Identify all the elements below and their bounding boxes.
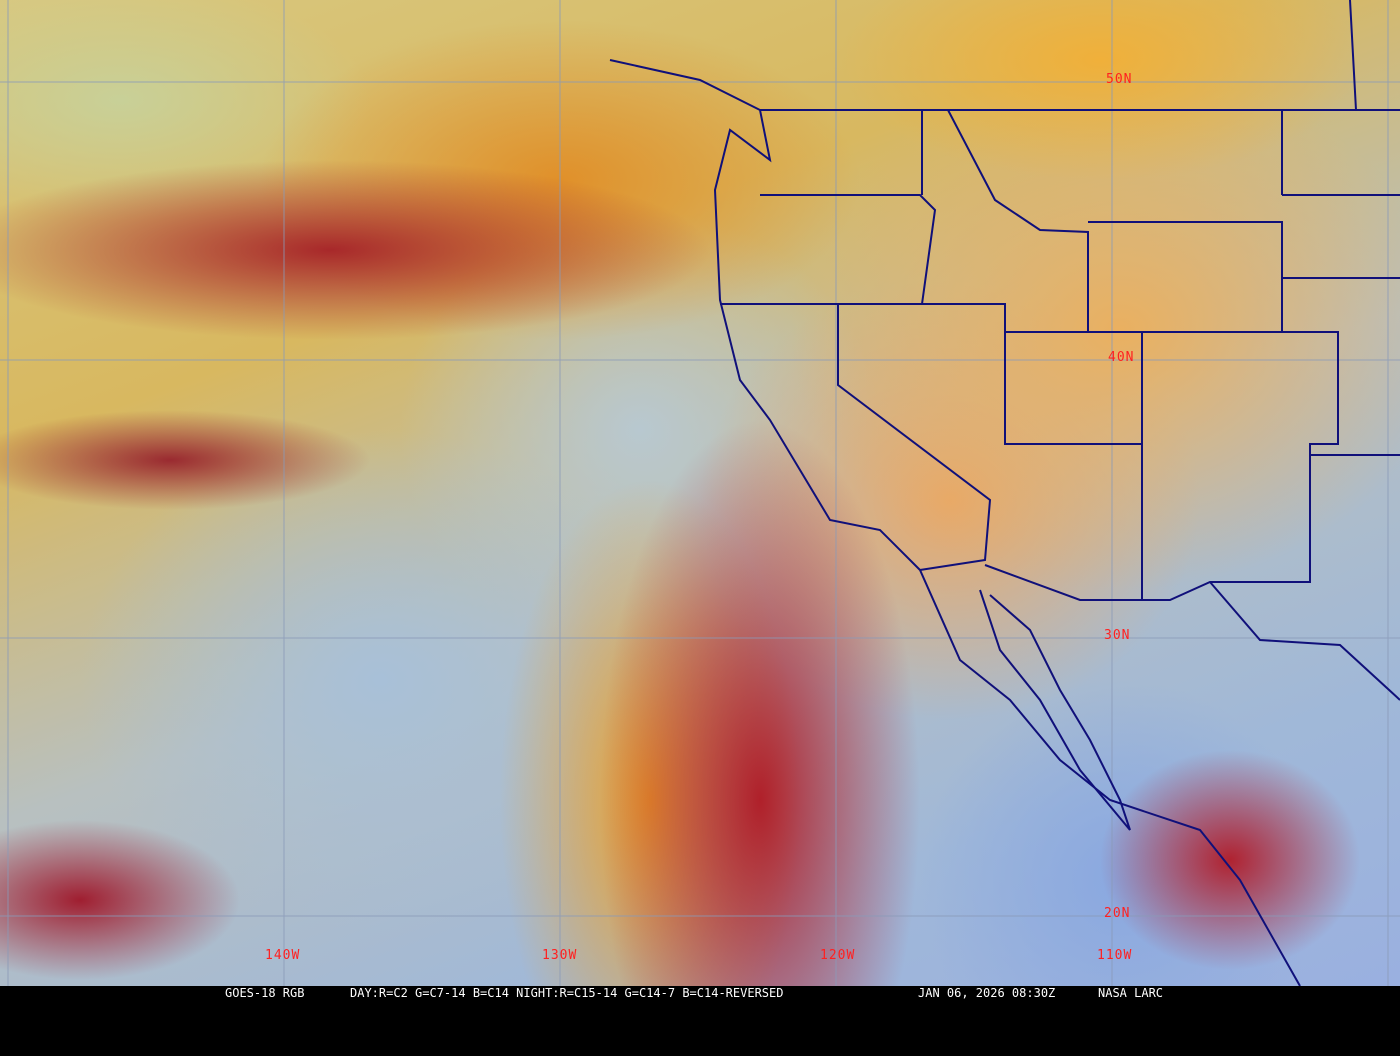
credit: NASA LARC [1098, 986, 1164, 1000]
lat-label-30n: 30N [1104, 628, 1131, 643]
lon-label-110w: 110W [1097, 948, 1133, 963]
graticule [0, 0, 1400, 986]
state-borders [720, 0, 1400, 701]
product-name: GOES-18 RGB [225, 986, 305, 1000]
caption-bar: GOES-18 RGB DAY:R=C2 G=C7-14 B=C14 NIGHT… [0, 986, 1400, 1000]
coastline-and-borders [609, 0, 1400, 986]
lon-label-120w: 120W [820, 948, 856, 963]
lat-label-50n: 50N [1106, 72, 1133, 87]
baja-california [979, 589, 1131, 831]
coastline [609, 59, 1301, 986]
lon-label-130w: 130W [542, 948, 578, 963]
lat-label-40n: 40N [1108, 350, 1135, 365]
rgb-recipe: DAY:R=C2 G=C7-14 B=C14 NIGHT:R=C15-14 G=… [350, 986, 784, 1000]
lon-label-140w: 140W [265, 948, 301, 963]
lat-label-20n: 20N [1104, 906, 1131, 921]
timestamp: JAN 06, 2026 08:30Z [918, 986, 1056, 1000]
satellite-image: 50N 40N 30N 20N 140W 130W 120W 110W [0, 0, 1400, 986]
map-overlay [0, 0, 1400, 986]
